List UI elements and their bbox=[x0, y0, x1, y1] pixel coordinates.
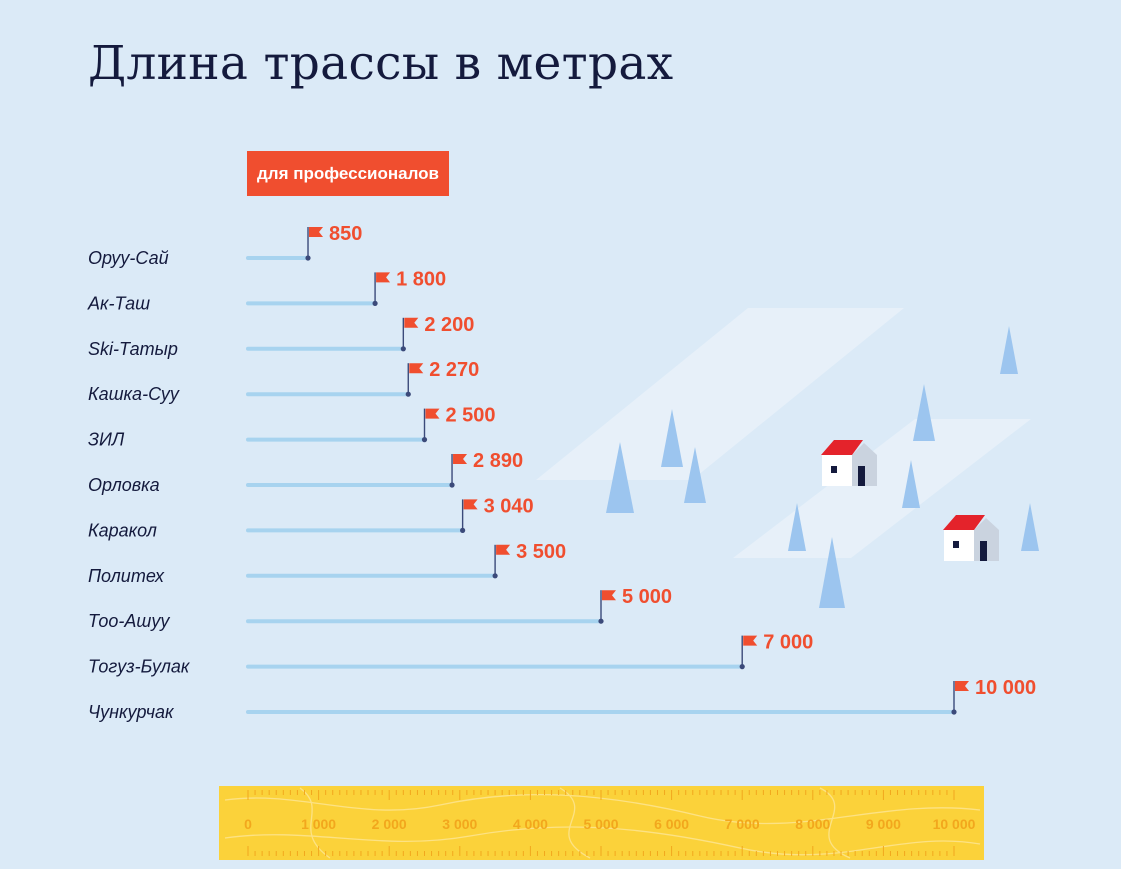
value-label: 2 270 bbox=[429, 359, 479, 381]
flag-base-dot bbox=[421, 437, 428, 443]
tick-label: 4 000 bbox=[513, 816, 548, 832]
tree-icon bbox=[902, 460, 920, 508]
track-length-bar bbox=[246, 392, 409, 397]
ruler-texture bbox=[224, 787, 981, 859]
track-label: Тоо-Ашуу bbox=[88, 611, 170, 631]
flag-icon bbox=[463, 499, 478, 510]
flag-base-dot bbox=[492, 573, 498, 579]
track-label: Ак-Таш bbox=[87, 293, 150, 313]
track-length-bar bbox=[246, 664, 743, 669]
mountain-scenery bbox=[536, 308, 1039, 608]
flag-icon bbox=[602, 590, 616, 601]
track-length-bar bbox=[246, 437, 425, 442]
value-label: 3 500 bbox=[516, 541, 566, 563]
tree-icon bbox=[1000, 326, 1018, 374]
house-icon bbox=[821, 440, 877, 486]
value-label: 2 890 bbox=[473, 450, 523, 472]
tick-label: 6 000 bbox=[654, 816, 689, 832]
tick-label: 1 000 bbox=[301, 816, 336, 832]
tick-label: 7 000 bbox=[725, 816, 760, 832]
tick-label: 8 000 bbox=[795, 816, 830, 832]
track-label: Каракол bbox=[88, 520, 157, 540]
house-icon bbox=[943, 515, 999, 561]
tick-label: 5 000 bbox=[583, 816, 618, 832]
flag-icon bbox=[743, 635, 758, 646]
flag-icon bbox=[376, 272, 391, 283]
tick-label: 9 000 bbox=[866, 816, 901, 832]
tick-label: 3 000 bbox=[442, 816, 477, 832]
track-length-bar bbox=[246, 483, 453, 487]
track-length-bar bbox=[246, 710, 954, 714]
track-label: Политех bbox=[88, 566, 165, 586]
value-label: 3 040 bbox=[484, 495, 534, 517]
flag-icon bbox=[496, 544, 511, 555]
flag-base-dot bbox=[598, 618, 604, 624]
value-label: 7 000 bbox=[763, 632, 813, 654]
flag-base-dot bbox=[739, 664, 745, 670]
track-label: Оруу-Сай bbox=[88, 248, 169, 268]
track-length-bar bbox=[246, 528, 463, 533]
tree-icon bbox=[606, 442, 634, 513]
flag-base-dot bbox=[372, 300, 378, 306]
ruler-axis: 0 1 000 2 000 3 000 4 000 5 000 6 000 7 000 8 00… bbox=[219, 786, 984, 860]
track-label: Кашка-Суу bbox=[88, 384, 180, 404]
tree-icon bbox=[661, 409, 683, 467]
flag-icon bbox=[425, 408, 440, 419]
tick-label: 2 000 bbox=[372, 816, 407, 832]
flag-icon bbox=[409, 363, 424, 374]
tree-icon bbox=[684, 447, 706, 503]
flag-base-dot bbox=[305, 255, 311, 261]
track-label: Тогуз-Булак bbox=[88, 657, 191, 677]
flag-icon bbox=[955, 681, 969, 691]
ruler-ticks bbox=[247, 790, 955, 856]
flag-icon bbox=[453, 454, 468, 464]
flag-base-dot bbox=[400, 346, 406, 352]
tree-icon bbox=[1021, 503, 1039, 551]
value-label: 850 bbox=[329, 223, 362, 245]
track-length-bar bbox=[246, 301, 376, 306]
value-label: 2 500 bbox=[446, 405, 496, 427]
track-label: Чункурчак bbox=[88, 702, 175, 722]
ski-slope bbox=[536, 308, 904, 480]
flag-base-dot bbox=[449, 482, 455, 488]
tree-icon bbox=[913, 384, 935, 441]
track-label: ЗИЛ bbox=[88, 430, 125, 450]
flag-base-dot bbox=[405, 391, 411, 397]
chart-rows: Оруу-Сай 850 Ак-Таш 1 800 Ski-Татыр 2 200 Кашк… bbox=[87, 223, 1036, 722]
flag-base-dot bbox=[951, 709, 957, 715]
value-label: 10 000 bbox=[975, 677, 1036, 699]
value-label: 1 800 bbox=[396, 268, 446, 290]
tick-label: 10 000 bbox=[933, 816, 976, 832]
flag-icon bbox=[404, 317, 419, 328]
value-label: 5 000 bbox=[622, 586, 672, 608]
track-length-bar bbox=[246, 346, 404, 351]
tick-label: 0 bbox=[244, 816, 252, 832]
chart-title: Длина трассы в метрах bbox=[88, 36, 674, 91]
track-length-bar bbox=[246, 573, 496, 578]
track-length-bar bbox=[246, 256, 309, 260]
ski-slope bbox=[733, 419, 1031, 558]
track-length-bar bbox=[246, 619, 601, 624]
tree-icon bbox=[819, 537, 845, 608]
track-label: Ski-Татыр bbox=[88, 339, 178, 359]
flag-icon bbox=[309, 227, 324, 237]
category-badge: для профессионалов bbox=[247, 151, 449, 196]
tree-icon bbox=[788, 503, 806, 551]
track-label: Орловка bbox=[88, 475, 160, 495]
flag-base-dot bbox=[460, 527, 466, 534]
value-label: 2 200 bbox=[424, 314, 474, 336]
